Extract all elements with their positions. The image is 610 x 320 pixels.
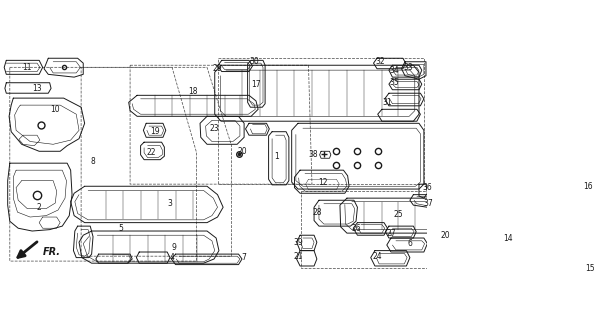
- Text: 15: 15: [585, 264, 595, 273]
- Text: 9: 9: [172, 243, 177, 252]
- Text: 27: 27: [386, 228, 396, 238]
- Text: FR.: FR.: [43, 247, 60, 257]
- Text: 10: 10: [51, 105, 60, 114]
- Text: 18: 18: [188, 87, 198, 96]
- Text: 19: 19: [150, 127, 159, 136]
- Text: 24: 24: [372, 252, 382, 261]
- Text: 25: 25: [393, 210, 403, 219]
- Text: 30: 30: [249, 57, 259, 66]
- Text: 4: 4: [170, 253, 174, 262]
- Text: 13: 13: [32, 84, 42, 93]
- Text: 23: 23: [209, 124, 219, 133]
- Text: 5: 5: [118, 224, 123, 233]
- Text: 14: 14: [503, 234, 512, 243]
- Text: 22: 22: [146, 148, 156, 157]
- Text: 16: 16: [583, 182, 593, 191]
- Text: 2: 2: [37, 203, 41, 212]
- Text: 32: 32: [375, 57, 385, 66]
- Text: 20: 20: [237, 147, 247, 156]
- Text: 3: 3: [168, 198, 173, 208]
- Text: 6: 6: [407, 239, 412, 248]
- Text: 8: 8: [91, 156, 95, 165]
- Text: 37: 37: [424, 198, 434, 208]
- Text: 7: 7: [242, 253, 246, 262]
- Text: 38: 38: [309, 149, 318, 159]
- Text: 28: 28: [312, 208, 321, 217]
- Text: 39: 39: [293, 238, 303, 247]
- Text: 26: 26: [351, 224, 361, 233]
- Text: 11: 11: [23, 63, 32, 72]
- Text: 20: 20: [440, 231, 450, 240]
- Text: 17: 17: [251, 80, 261, 89]
- Text: 29: 29: [213, 64, 223, 73]
- Text: 34: 34: [389, 66, 399, 75]
- Text: 1: 1: [274, 152, 279, 161]
- Text: 35: 35: [389, 78, 399, 87]
- Text: 21: 21: [293, 252, 303, 261]
- Text: 33: 33: [403, 63, 413, 72]
- Text: 12: 12: [318, 178, 327, 187]
- Text: 31: 31: [382, 98, 392, 107]
- Text: 36: 36: [423, 183, 432, 192]
